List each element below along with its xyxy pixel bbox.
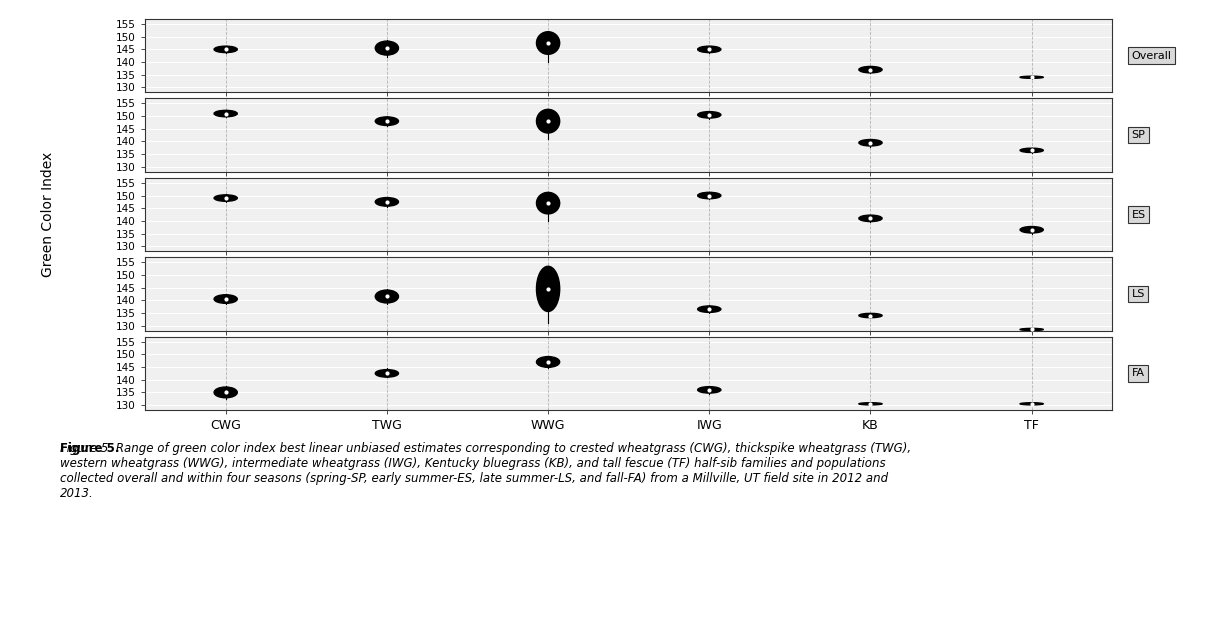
Ellipse shape xyxy=(1020,328,1043,331)
Ellipse shape xyxy=(375,290,399,303)
Ellipse shape xyxy=(537,32,560,54)
Ellipse shape xyxy=(858,66,883,73)
Ellipse shape xyxy=(698,192,721,199)
Text: SP: SP xyxy=(1132,130,1145,140)
Ellipse shape xyxy=(858,215,883,221)
Ellipse shape xyxy=(858,314,883,317)
Ellipse shape xyxy=(375,41,399,55)
Ellipse shape xyxy=(1020,227,1043,233)
Text: Figure 5. Range of green color index best linear unbiased estimates correspondin: Figure 5. Range of green color index bes… xyxy=(60,442,912,500)
Text: FA: FA xyxy=(1132,369,1145,379)
Ellipse shape xyxy=(214,46,237,52)
Text: ES: ES xyxy=(1132,209,1146,220)
Ellipse shape xyxy=(214,195,237,201)
Ellipse shape xyxy=(537,192,560,214)
Ellipse shape xyxy=(1020,76,1043,78)
Ellipse shape xyxy=(375,198,399,206)
Ellipse shape xyxy=(698,112,721,118)
Text: Green Color Index: Green Color Index xyxy=(41,152,56,277)
Ellipse shape xyxy=(375,370,399,377)
Ellipse shape xyxy=(1020,148,1043,153)
Ellipse shape xyxy=(858,139,883,146)
Text: Overall: Overall xyxy=(1132,50,1172,61)
Ellipse shape xyxy=(375,117,399,126)
Ellipse shape xyxy=(214,110,237,117)
Ellipse shape xyxy=(698,46,721,52)
Ellipse shape xyxy=(858,403,883,405)
Ellipse shape xyxy=(698,306,721,312)
Ellipse shape xyxy=(537,109,560,133)
Text: Figure 5.: Figure 5. xyxy=(60,442,120,455)
Text: LS: LS xyxy=(1132,289,1145,299)
Ellipse shape xyxy=(1020,403,1043,405)
Ellipse shape xyxy=(537,266,560,312)
Ellipse shape xyxy=(537,357,560,367)
Ellipse shape xyxy=(698,387,721,393)
Ellipse shape xyxy=(214,387,237,398)
Ellipse shape xyxy=(214,295,237,304)
